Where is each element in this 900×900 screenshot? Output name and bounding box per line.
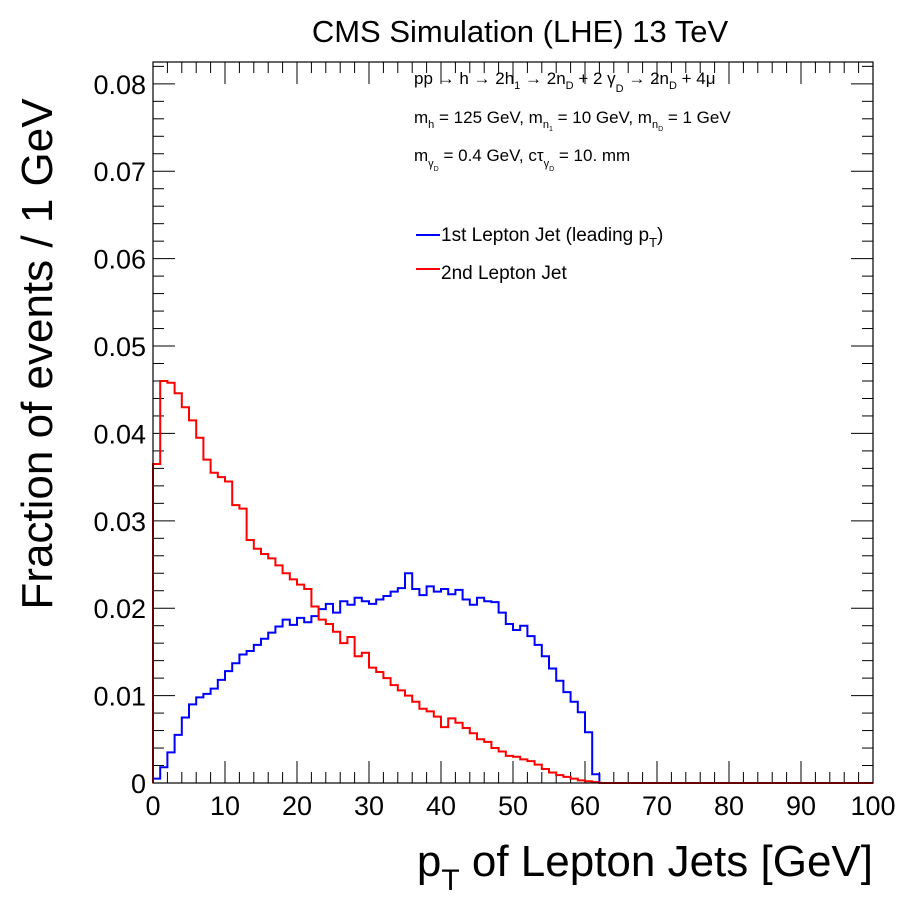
- x-tick-label: 60: [570, 791, 600, 821]
- y-tick-label: 0.04: [93, 419, 146, 449]
- svg-text:pp → h → 2h1 → 2nD + 2 γD → 2n: pp → h → 2h1 → 2nD + 2 γD → 2nD + 4μ: [414, 69, 716, 95]
- x-tick-label: 0: [145, 791, 160, 821]
- y-tick-labels: 0 0.01 0.02 0.03 0.04 0.05 0.06 0.07 0.08: [93, 70, 146, 799]
- annotation-darkphoton: mγD = 0.4 GeV, cτγD = 10. mm: [414, 146, 630, 173]
- y-tick-label: 0.01: [93, 682, 146, 712]
- x-tick-label: 80: [714, 791, 744, 821]
- series-line-second-lepton-jet: [152, 379, 873, 784]
- series-line-leading-lepton-jet: [152, 572, 873, 784]
- legend-label-second: 2nd Lepton Jet: [441, 263, 567, 284]
- y-tick-label: 0.06: [93, 245, 146, 275]
- x-tick-label: 40: [426, 791, 456, 821]
- x-axis-title: pT of Lepton Jets [GeV]: [417, 837, 873, 897]
- chart-title: CMS Simulation (LHE) 13 TeV: [312, 14, 729, 49]
- x-tick-label: 90: [786, 791, 816, 821]
- legend: 1st Lepton Jet (leading pT) 2nd Lepton J…: [416, 225, 663, 284]
- svg-text:mγD = 0.4 GeV, cτγD = 10. mm: mγD = 0.4 GeV, cτγD = 10. mm: [414, 146, 630, 173]
- legend-label-leading: 1st Lepton Jet (leading pT): [441, 225, 663, 250]
- svg-text:mh = 125 GeV, mn1 = 10 GeV, mn: mh = 125 GeV, mn1 = 10 GeV, mnD = 1 GeV: [414, 108, 731, 133]
- y-tick-label: 0.08: [93, 70, 146, 100]
- x-tick-label: 10: [210, 791, 240, 821]
- y-tick-label: 0.02: [93, 594, 146, 624]
- series-group: [152, 379, 873, 784]
- x-tick-label: 30: [354, 791, 384, 821]
- y-tick-label: 0.07: [93, 157, 146, 187]
- annotation-masses: mh = 125 GeV, mn1 = 10 GeV, mnD = 1 GeV: [414, 108, 731, 133]
- x-tick-label: 100: [850, 791, 895, 821]
- x-tick-label: 70: [642, 791, 672, 821]
- x-tick-label: 20: [282, 791, 312, 821]
- y-tick-label: 0.05: [93, 332, 146, 362]
- y-tick-label: 0.03: [93, 507, 146, 537]
- plot-frame: [152, 61, 874, 784]
- x-tick-label: 50: [498, 791, 528, 821]
- y-axis-title: Fraction of events / 1 GeV: [13, 98, 62, 610]
- annotation-process: pp → h → 2h1 → 2nD + 2 γD → 2nD + 4μ: [414, 69, 716, 95]
- y-tick-label: 0: [131, 769, 146, 799]
- x-tick-labels: 0 10 20 30 40 50 60 70 80 90 100: [145, 791, 895, 821]
- axis-ticks: [152, 62, 874, 784]
